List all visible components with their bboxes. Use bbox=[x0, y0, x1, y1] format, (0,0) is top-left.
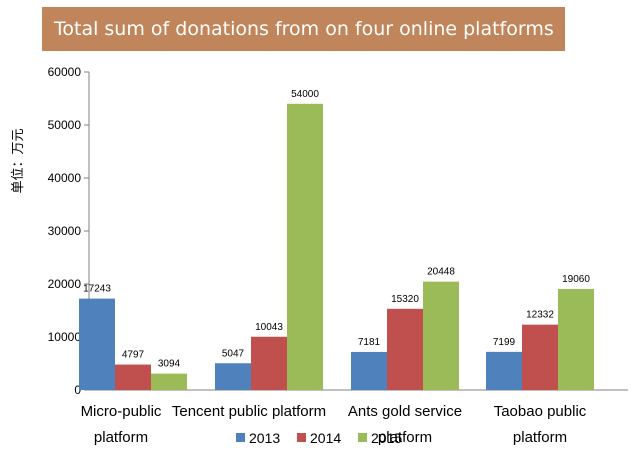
y-tick-label: 20000 bbox=[48, 277, 82, 291]
legend-swatch-2013 bbox=[236, 433, 245, 442]
bar-2014 bbox=[115, 364, 151, 390]
legend-label: 2014 bbox=[310, 430, 341, 446]
category-label: Tencent public platform bbox=[172, 403, 326, 420]
y-axis-label: 单位：万元 bbox=[10, 128, 25, 193]
bar-value-label: 10043 bbox=[255, 322, 283, 333]
chart-title: Total sum of donations from on four onli… bbox=[42, 7, 565, 51]
bar-value-label: 5047 bbox=[222, 348, 245, 359]
bar-value-label: 3094 bbox=[158, 359, 181, 370]
legend-label: 2015 bbox=[371, 430, 402, 446]
bar-2015 bbox=[423, 281, 459, 390]
legend-swatch-2014 bbox=[297, 433, 306, 442]
y-tick-label: 30000 bbox=[48, 224, 82, 238]
category-label: platform bbox=[94, 429, 148, 446]
bar-2014 bbox=[387, 308, 423, 390]
legend-swatch-2015 bbox=[358, 433, 367, 442]
bar-2014 bbox=[522, 324, 558, 390]
y-tick-label: 60000 bbox=[48, 65, 82, 79]
legend-label: 2013 bbox=[249, 430, 280, 446]
bar-value-label: 20448 bbox=[427, 267, 455, 278]
category-label: Ants gold service bbox=[348, 403, 462, 420]
category-label: platform bbox=[378, 429, 432, 446]
bar-value-label: 7181 bbox=[358, 337, 381, 348]
bar-value-label: 17243 bbox=[83, 284, 111, 295]
bar-2013 bbox=[79, 298, 115, 390]
y-tick-label: 50000 bbox=[48, 118, 82, 132]
bar-2014 bbox=[251, 336, 287, 390]
bar-value-label: 15320 bbox=[391, 294, 419, 305]
category-label: platform bbox=[513, 429, 567, 446]
category-label: Taobao public bbox=[494, 403, 587, 420]
bar-2015 bbox=[558, 288, 594, 390]
y-tick-label: 10000 bbox=[48, 330, 82, 344]
bar-2013 bbox=[486, 351, 522, 390]
bar-2015 bbox=[287, 103, 323, 391]
y-tick-label: 0 bbox=[74, 383, 81, 397]
bar-2015 bbox=[151, 373, 187, 390]
bar-value-label: 19060 bbox=[562, 274, 590, 285]
category-label: Micro-public bbox=[81, 403, 162, 420]
bar-2013 bbox=[215, 363, 251, 390]
bar-value-label: 7199 bbox=[493, 337, 516, 348]
bar-2013 bbox=[351, 351, 387, 390]
bar-value-label: 12332 bbox=[526, 310, 554, 321]
bar-value-label: 4797 bbox=[122, 350, 145, 361]
bar-value-label: 54000 bbox=[291, 89, 319, 100]
y-tick-label: 40000 bbox=[48, 171, 82, 185]
